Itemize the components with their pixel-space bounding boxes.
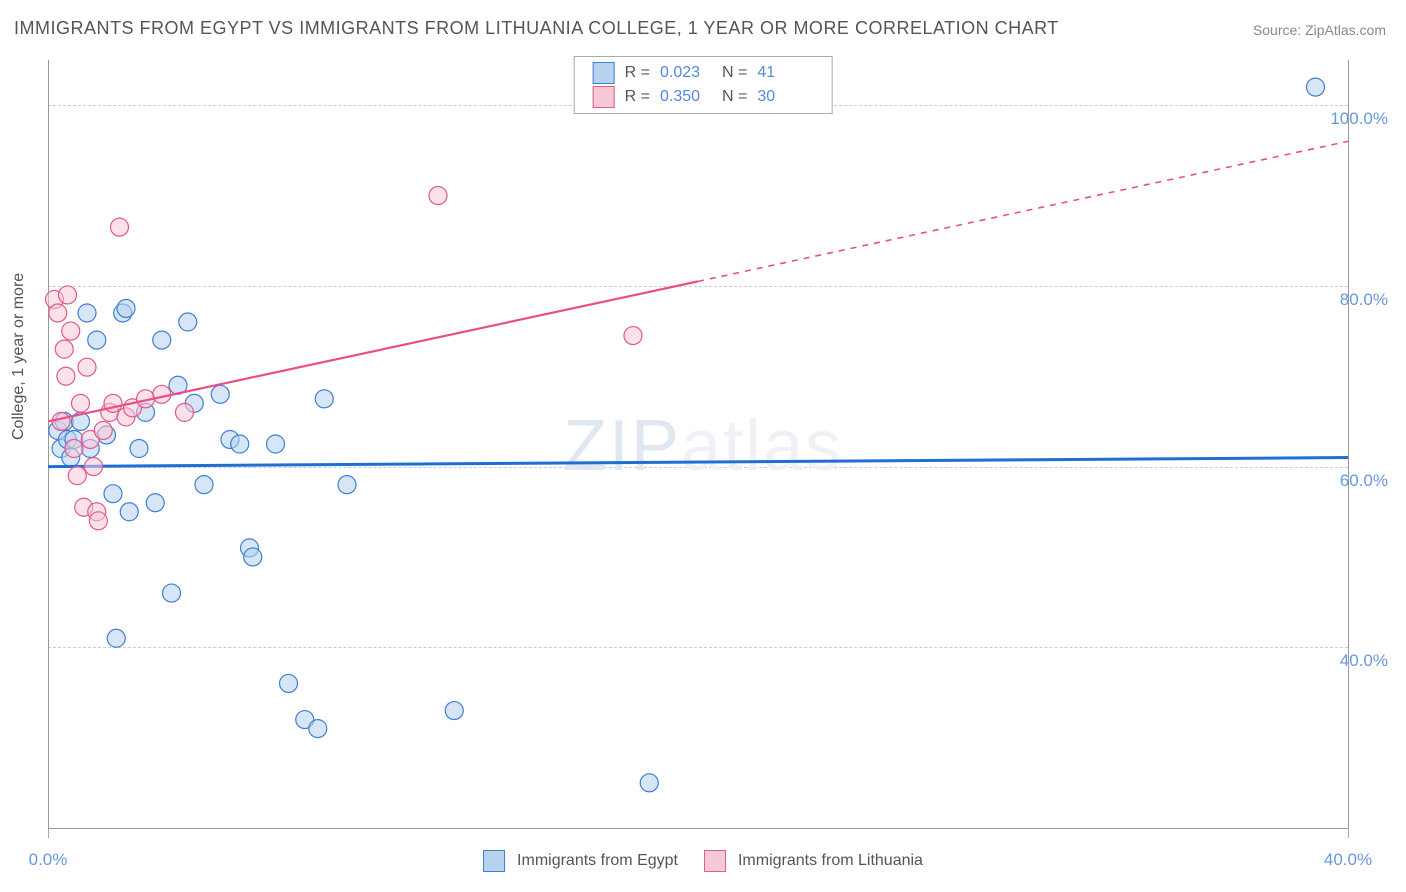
scatter-point	[52, 412, 70, 430]
scatter-point	[59, 286, 77, 304]
scatter-point	[88, 331, 106, 349]
legend-swatch	[704, 850, 726, 872]
series-legend: Immigrants from Egypt Immigrants from Lit…	[483, 850, 923, 872]
scatter-point	[445, 702, 463, 720]
scatter-point	[117, 299, 135, 317]
scatter-point	[78, 304, 96, 322]
scatter-point	[104, 485, 122, 503]
chart-canvas	[48, 60, 1348, 828]
y-axis-label: College, 1 year or more	[10, 273, 28, 440]
y-axis-line-right	[1348, 60, 1349, 828]
scatter-point	[85, 458, 103, 476]
series-legend-item: Immigrants from Lithuania	[704, 850, 923, 872]
scatter-point	[338, 476, 356, 494]
regression-line	[48, 281, 698, 421]
legend-row: R = 0.350N = 30	[593, 85, 814, 109]
legend-row: R = 0.023N = 41	[593, 61, 814, 85]
scatter-point	[163, 584, 181, 602]
x-tick	[1348, 828, 1349, 838]
scatter-point	[176, 403, 194, 421]
scatter-point	[153, 331, 171, 349]
legend-swatch	[593, 62, 615, 84]
x-tick-label: 0.0%	[29, 850, 68, 870]
source-attribution: Source: ZipAtlas.com	[1253, 22, 1386, 38]
regression-line-extrapolated	[698, 141, 1348, 281]
scatter-point	[65, 440, 83, 458]
correlation-legend: R = 0.023N = 41 R = 0.350N = 30	[574, 56, 833, 114]
scatter-point	[179, 313, 197, 331]
legend-swatch	[483, 850, 505, 872]
scatter-point	[49, 304, 67, 322]
scatter-point	[89, 512, 107, 530]
scatter-point	[153, 385, 171, 403]
scatter-point	[120, 503, 138, 521]
n-value: 30	[757, 85, 813, 109]
scatter-point	[94, 421, 112, 439]
scatter-point	[267, 435, 285, 453]
legend-swatch	[593, 86, 615, 108]
r-value: 0.350	[660, 85, 716, 109]
scatter-point	[68, 467, 86, 485]
scatter-point	[111, 218, 129, 236]
scatter-point	[195, 476, 213, 494]
n-value: 41	[757, 61, 813, 85]
scatter-point	[107, 629, 125, 647]
series-legend-item: Immigrants from Egypt	[483, 850, 678, 872]
scatter-point	[624, 327, 642, 345]
scatter-point	[72, 394, 90, 412]
scatter-point	[211, 385, 229, 403]
r-value: 0.023	[660, 61, 716, 85]
scatter-point	[57, 367, 75, 385]
scatter-point	[1307, 78, 1325, 96]
scatter-point	[231, 435, 249, 453]
scatter-point	[130, 440, 148, 458]
series-legend-label: Immigrants from Egypt	[517, 852, 678, 870]
scatter-point	[146, 494, 164, 512]
scatter-point	[62, 322, 80, 340]
scatter-point	[315, 390, 333, 408]
series-legend-label: Immigrants from Lithuania	[738, 852, 923, 870]
scatter-point	[244, 548, 262, 566]
x-tick-label: 40.0%	[1324, 850, 1372, 870]
scatter-point	[640, 774, 658, 792]
chart-title: IMMIGRANTS FROM EGYPT VS IMMIGRANTS FROM…	[14, 18, 1059, 39]
r-label: R =	[625, 85, 650, 109]
n-label: N =	[722, 61, 747, 85]
r-label: R =	[625, 61, 650, 85]
scatter-point	[309, 720, 327, 738]
scatter-point	[78, 358, 96, 376]
regression-line	[48, 458, 1348, 467]
n-label: N =	[722, 85, 747, 109]
x-tick	[48, 828, 49, 838]
scatter-point	[429, 187, 447, 205]
scatter-point	[55, 340, 73, 358]
x-axis-line	[48, 828, 1348, 829]
scatter-point	[280, 674, 298, 692]
